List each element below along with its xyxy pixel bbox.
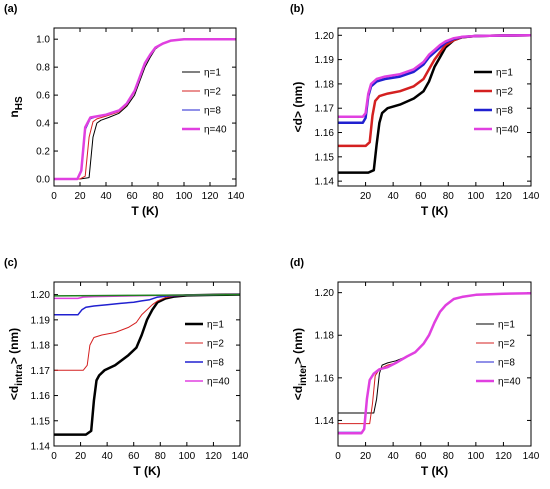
plot-frame: [53, 27, 237, 187]
legend-label: η=1: [498, 320, 515, 331]
panel-label: (a): [4, 3, 18, 15]
legend-label: η=8: [498, 358, 515, 369]
x-tick-label: 140: [523, 191, 540, 202]
x-tick-label: 0: [51, 191, 57, 202]
y-tick-label: 0.8: [36, 63, 50, 74]
y-axis-label: nHS: [7, 96, 25, 118]
y-tick-label: 0.2: [36, 147, 50, 158]
y-tick-label: 1.18: [315, 79, 335, 90]
x-tick-label: 40: [102, 451, 114, 462]
y-tick-label: 1.18: [315, 331, 335, 342]
y-tick-label: 1.17: [31, 366, 51, 377]
panel-1: (b) 20 40 60 80 100 120 140 1.14 1.15 1.16 1.17 1.18…: [290, 3, 540, 218]
panel-label: (c): [4, 257, 18, 269]
y-axis-label: <dintra> (nm): [7, 328, 25, 400]
panel-label: (d): [290, 257, 304, 269]
y-tick-label: 1.20: [315, 288, 335, 299]
y-tick-label: 0.6: [36, 91, 50, 102]
x-tick-label: 0: [335, 451, 341, 462]
plot-frame: [337, 281, 532, 447]
x-tick-label: 80: [155, 451, 167, 462]
x-tick-label: 120: [205, 451, 222, 462]
x-tick-label: 100: [468, 451, 485, 462]
y-tick-label: 1.15: [315, 152, 335, 163]
y-tick-label: 0.4: [36, 119, 50, 130]
x-tick-label: 140: [523, 451, 540, 462]
panel-0: (a) 0 20 40 60 80 100 120 140 0.0 0.2 0.4 0.6 0.8 1.0 η…: [4, 3, 245, 218]
x-axis-label: T (K): [131, 204, 158, 218]
x-tick-label: 60: [415, 451, 427, 462]
legend-label: η=40: [207, 377, 230, 388]
legend-label: η=8: [204, 106, 221, 117]
x-tick-label: 80: [443, 191, 455, 202]
legend-label: η=40: [204, 125, 227, 136]
legend-label: η=1: [496, 68, 513, 79]
legend-label: η=8: [207, 358, 224, 369]
y-tick-label: 1.17: [315, 104, 335, 115]
x-tick-label: 20: [360, 191, 372, 202]
x-tick-label: 60: [128, 451, 140, 462]
y-tick-label: 1.15: [31, 416, 51, 427]
y-tick-label: 1.20: [31, 290, 51, 301]
legend-label: η=2: [204, 87, 221, 98]
legend-label: η=2: [207, 339, 224, 350]
x-tick-label: 120: [495, 191, 512, 202]
x-tick-label: 100: [468, 191, 485, 202]
x-tick-label: 100: [179, 451, 196, 462]
y-axis-label: <d> (nm): [291, 82, 305, 133]
legend-label: η=8: [496, 106, 513, 117]
legend-label: η=40: [496, 125, 519, 136]
y-tick-label: 1.14: [315, 177, 335, 188]
y-tick-label: 1.14: [315, 416, 335, 427]
plot-frame: [337, 27, 532, 187]
legend-label: η=2: [498, 339, 515, 350]
y-tick-label: 1.19: [315, 55, 335, 66]
y-axis-label: <dinter> (nm): [291, 328, 309, 400]
x-tick-label: 20: [75, 451, 87, 462]
x-tick-label: 20: [74, 191, 86, 202]
x-axis-label: T (K): [133, 464, 160, 478]
x-tick-label: 80: [152, 191, 164, 202]
legend-label: η=1: [207, 320, 224, 331]
x-tick-label: 60: [415, 191, 427, 202]
x-tick-label: 40: [388, 451, 400, 462]
x-axis-label: T (K): [421, 464, 448, 478]
y-tick-label: 1.16: [315, 373, 335, 384]
x-tick-label: 140: [228, 191, 245, 202]
series-line: [338, 292, 531, 435]
x-tick-label: 20: [360, 451, 372, 462]
x-axis-label: T (K): [421, 204, 448, 218]
series-line: [54, 37, 236, 181]
panel-3: (d) 0 20 40 60 80 100 120 140 1.14 1.16 1.18 1.20 η=1…: [290, 257, 540, 478]
legend-label: η=2: [496, 87, 513, 98]
x-tick-label: 80: [443, 451, 455, 462]
series-line: [54, 293, 240, 297]
x-tick-label: 0: [51, 451, 57, 462]
y-tick-label: 1.18: [31, 341, 51, 352]
y-tick-label: 1.20: [315, 31, 335, 42]
y-tick-label: 1.16: [31, 391, 51, 402]
x-tick-label: 120: [495, 451, 512, 462]
x-tick-label: 40: [100, 191, 112, 202]
plot-frame: [53, 281, 241, 447]
x-tick-label: 40: [388, 191, 400, 202]
legend-label: η=1: [204, 68, 221, 79]
x-tick-label: 120: [202, 191, 219, 202]
y-tick-label: 1.0: [36, 35, 50, 46]
y-tick-label: 0.0: [36, 175, 50, 186]
y-tick-label: 1.16: [315, 128, 335, 139]
panel-label: (b): [290, 3, 304, 15]
x-tick-label: 100: [176, 191, 193, 202]
y-tick-label: 1.19: [31, 315, 51, 326]
x-tick-label: 60: [126, 191, 138, 202]
x-tick-label: 140: [232, 451, 249, 462]
legend-label: η=40: [498, 377, 521, 388]
series-line: [338, 34, 531, 118]
y-tick-label: 1.14: [31, 442, 51, 453]
panel-2: (c) 0 20 40 60 80 100 120 140 1.14 1.15 1.16 1.17 1.1…: [4, 257, 249, 478]
